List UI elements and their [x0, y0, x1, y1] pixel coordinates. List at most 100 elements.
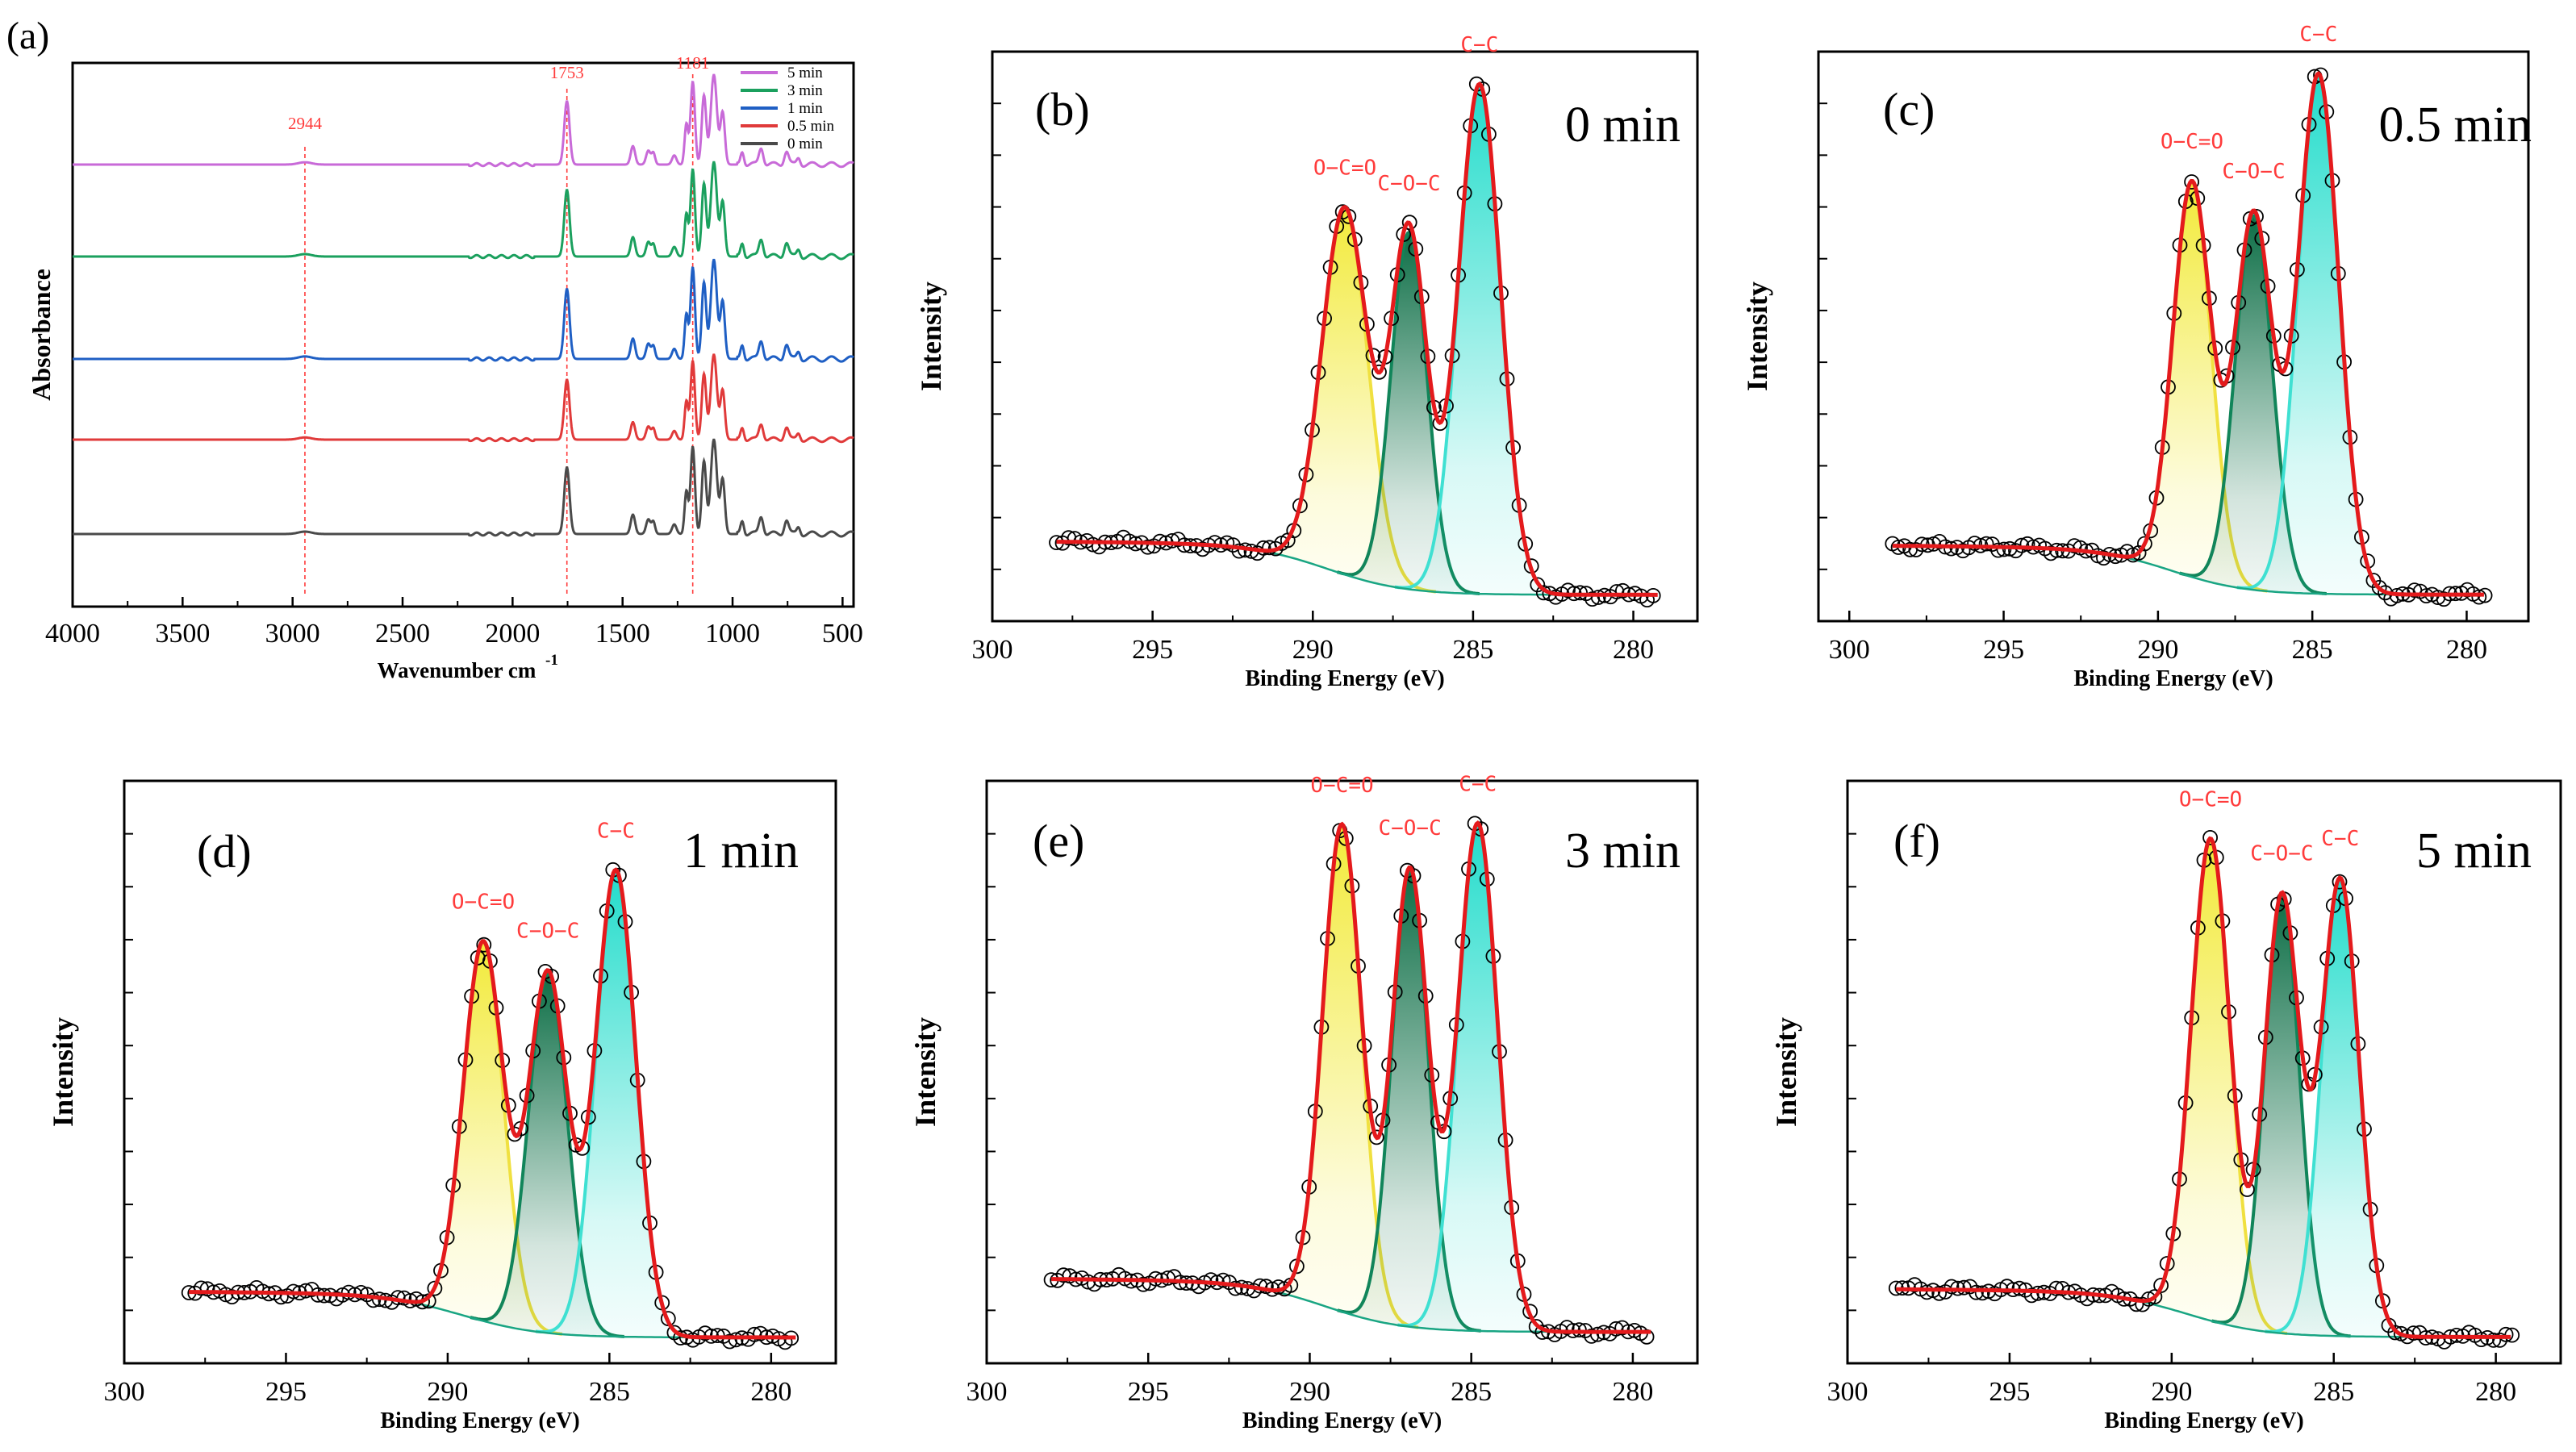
plot-frame: [1846, 779, 2562, 1365]
component-label: C−O−C: [2250, 842, 2313, 866]
y-axis-label: Intensity: [915, 282, 947, 391]
plot-frame: [123, 779, 837, 1365]
x-tick-label: 295: [1989, 1377, 2030, 1407]
component-fill-o-c=o: [2115, 182, 2269, 592]
time-label: 5 min: [2416, 824, 2532, 878]
component-label: O−C=O: [1310, 774, 1373, 798]
data-point: [1085, 536, 1101, 553]
data-point: [1996, 541, 2012, 557]
y-axis-label: Intensity: [1741, 282, 1773, 391]
x-tick-label: 285: [2292, 635, 2333, 665]
annotation-label: 1753: [550, 63, 584, 82]
envelope-fit-line: [1056, 81, 1658, 597]
x-tick-label: 280: [2475, 1377, 2516, 1407]
data-point: [1943, 1279, 1960, 1295]
panel-f: 300 295 290 285 280 Binding Energy (eV) Intens…: [1770, 779, 2562, 1433]
component-fill-o-c=o: [2132, 838, 2289, 1334]
data-point: [1080, 1274, 1096, 1290]
data-point: [728, 1332, 744, 1348]
data-point: [1608, 1321, 1624, 1337]
component-label: C−C: [597, 819, 635, 843]
data-point: [1974, 1285, 1990, 1301]
x-tick-label: 290: [2151, 1377, 2192, 1407]
x-tick-label: 500: [822, 619, 863, 649]
data-point: [1931, 1285, 1948, 1301]
component-fill-c-c: [1395, 84, 1564, 595]
component-label: C−O−C: [1378, 816, 1441, 841]
x-tick-label: 295: [265, 1377, 307, 1407]
data-point: [476, 937, 492, 953]
envelope-fit-line: [189, 867, 796, 1340]
legend-label: 0.5 min: [787, 118, 835, 135]
x-axis-label: Wavenumber cm: [378, 658, 536, 682]
component-fill-o-c=o: [1252, 207, 1438, 592]
component-fill-c-o-c: [2211, 896, 2353, 1337]
data-point: [2430, 590, 2446, 605]
x-axis-label-sup: -1: [545, 652, 558, 669]
panel-a: 4000 3500 3000 2500 2000 1500 1000 500 Wavenumbe…: [27, 53, 863, 682]
x-tick-label: 285: [589, 1377, 630, 1407]
component-label: C−C: [1460, 33, 1498, 57]
data-point: [1231, 543, 1247, 559]
data-point: [340, 1284, 357, 1300]
data-point: [1990, 542, 2006, 558]
data-point: [1969, 1284, 1984, 1300]
component-fill-c-o-c: [470, 974, 626, 1337]
component-fill-c-o-c: [1337, 232, 1481, 595]
panel-a-frame: [71, 61, 855, 608]
data-point: [2471, 589, 2487, 605]
x-tick-label: 300: [972, 635, 1013, 665]
data-point: [1590, 590, 1606, 605]
component-fill-c-c: [536, 870, 696, 1337]
data-point: [427, 1280, 443, 1296]
data-point: [1918, 1284, 1935, 1300]
x-tick-label: 280: [750, 1377, 791, 1407]
x-axis-label: Binding Energy (eV): [2104, 1408, 2303, 1433]
x-tick-label: 295: [1132, 635, 1173, 665]
data-point: [1372, 364, 1387, 380]
data-point: [1135, 1276, 1151, 1292]
envelope-fit-line: [1051, 820, 1651, 1334]
x-tick-label: 285: [2313, 1377, 2354, 1407]
component-label: C−C: [1459, 772, 1497, 796]
panel-a-label: (a): [6, 15, 49, 57]
y-axis-label: Absorbance: [27, 269, 56, 401]
x-tick-label: 3000: [265, 619, 320, 649]
component-label: O−C=O: [1313, 156, 1376, 181]
data-markers: [1888, 830, 2520, 1350]
spectrum-line: [73, 438, 854, 538]
x-axis-label: Binding Energy (eV): [1245, 666, 1444, 691]
panel-c: 300 295 290 285 280 Binding Energy (eV) Intens…: [1741, 23, 2532, 691]
data-point: [2011, 1280, 2027, 1296]
component-fill-c-c: [1397, 823, 1558, 1332]
x-tick-label: 300: [967, 1377, 1008, 1407]
data-point: [1589, 1326, 1605, 1342]
legend-label: 3 min: [787, 82, 823, 99]
x-tick-label: 2500: [375, 619, 430, 649]
data-point: [1368, 1129, 1384, 1145]
component-label: C−C: [2321, 827, 2359, 851]
component-label: O−C=O: [2161, 130, 2223, 154]
x-tick-label: 285: [1451, 1377, 1492, 1407]
data-point: [365, 1292, 382, 1308]
y-axis-label: Intensity: [1770, 1017, 1802, 1127]
data-point: [2498, 1326, 2514, 1342]
x-tick-label: 1500: [595, 619, 650, 649]
envelope-fit-line: [1892, 71, 2484, 597]
x-tick-label: 290: [1292, 635, 1334, 665]
panel-label: (b): [1035, 83, 1090, 136]
panel-label: (c): [1883, 83, 1935, 136]
panel-label: (d): [197, 825, 252, 878]
data-point: [1978, 536, 1994, 552]
x-tick-label: 290: [1289, 1377, 1330, 1407]
component-label: C−O−C: [516, 920, 579, 944]
data-point: [2474, 1332, 2490, 1347]
x-tick-label: 300: [1829, 635, 1870, 665]
data-point: [2147, 1289, 2163, 1304]
component-label: O−C=O: [2179, 787, 2242, 812]
spectrum-line: [73, 161, 854, 261]
plot-frame: [991, 50, 1699, 623]
y-axis-label: Intensity: [47, 1017, 79, 1127]
data-point: [2332, 874, 2348, 890]
